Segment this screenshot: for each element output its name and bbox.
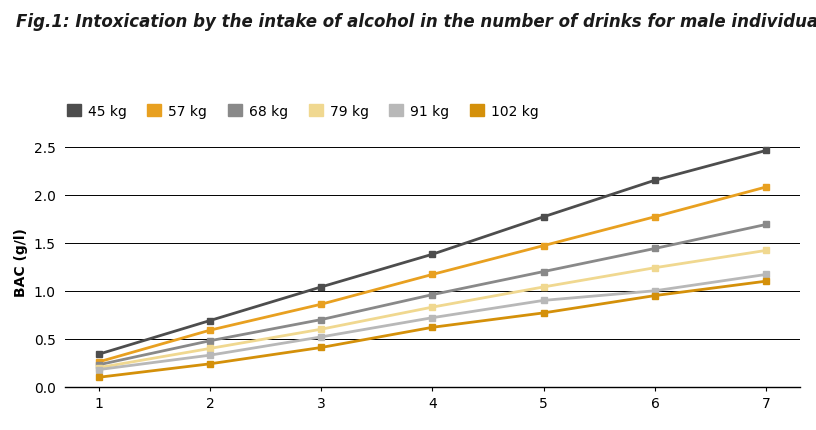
45 kg bbox=[650, 178, 660, 183]
Line: 45 kg: 45 kg bbox=[95, 147, 769, 358]
57 kg bbox=[205, 328, 215, 333]
57 kg bbox=[317, 302, 326, 307]
45 kg bbox=[94, 352, 104, 357]
102 kg bbox=[94, 375, 104, 380]
68 kg bbox=[650, 246, 660, 252]
Line: 91 kg: 91 kg bbox=[95, 271, 769, 373]
91 kg bbox=[94, 367, 104, 372]
57 kg bbox=[539, 243, 548, 249]
91 kg bbox=[539, 298, 548, 303]
102 kg bbox=[761, 279, 771, 284]
45 kg bbox=[205, 318, 215, 323]
45 kg bbox=[317, 285, 326, 290]
102 kg bbox=[650, 293, 660, 298]
Y-axis label: BAC (g/l): BAC (g/l) bbox=[14, 228, 28, 297]
91 kg bbox=[205, 353, 215, 358]
45 kg bbox=[539, 215, 548, 220]
79 kg bbox=[317, 327, 326, 332]
57 kg bbox=[94, 359, 104, 365]
79 kg bbox=[761, 248, 771, 253]
79 kg bbox=[428, 305, 437, 310]
79 kg bbox=[650, 265, 660, 270]
79 kg bbox=[205, 346, 215, 351]
45 kg bbox=[428, 252, 437, 257]
Line: 79 kg: 79 kg bbox=[95, 247, 769, 371]
91 kg bbox=[428, 315, 437, 320]
68 kg bbox=[94, 362, 104, 368]
57 kg bbox=[761, 185, 771, 190]
45 kg bbox=[761, 148, 771, 154]
91 kg bbox=[317, 335, 326, 340]
Legend: 45 kg, 57 kg, 68 kg, 79 kg, 91 kg, 102 kg: 45 kg, 57 kg, 68 kg, 79 kg, 91 kg, 102 k… bbox=[64, 101, 542, 121]
102 kg bbox=[205, 361, 215, 366]
68 kg bbox=[761, 222, 771, 227]
57 kg bbox=[428, 272, 437, 277]
79 kg bbox=[539, 285, 548, 290]
102 kg bbox=[428, 325, 437, 330]
102 kg bbox=[317, 345, 326, 350]
68 kg bbox=[317, 317, 326, 322]
57 kg bbox=[650, 215, 660, 220]
68 kg bbox=[428, 292, 437, 298]
68 kg bbox=[205, 338, 215, 344]
Line: 57 kg: 57 kg bbox=[95, 184, 769, 366]
79 kg bbox=[94, 365, 104, 370]
68 kg bbox=[539, 269, 548, 274]
Text: Fig.1: Intoxication by the intake of alcohol in the number of drinks for male in: Fig.1: Intoxication by the intake of alc… bbox=[16, 13, 816, 31]
102 kg bbox=[539, 310, 548, 316]
Line: 102 kg: 102 kg bbox=[95, 278, 769, 381]
91 kg bbox=[761, 272, 771, 277]
91 kg bbox=[650, 289, 660, 294]
Line: 68 kg: 68 kg bbox=[95, 221, 769, 369]
